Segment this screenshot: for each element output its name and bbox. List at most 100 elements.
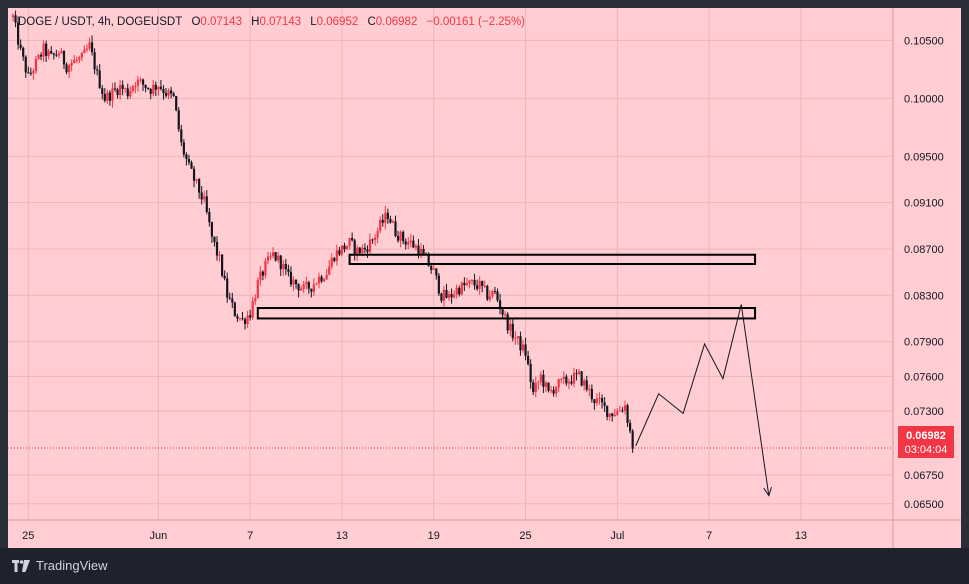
candle-body xyxy=(34,58,38,72)
candle-body xyxy=(223,275,226,279)
candle-body xyxy=(149,88,152,94)
price-chart[interactable]: 0.10500 0.10000 0.09500 0.09100 0.08700 0.083… xyxy=(8,8,961,548)
candle-body xyxy=(164,93,168,96)
candle-body xyxy=(442,289,446,301)
candle-body xyxy=(368,239,372,252)
candle-body xyxy=(430,265,433,270)
candle-body xyxy=(384,212,387,223)
candle-body xyxy=(300,288,303,291)
candle-body xyxy=(60,50,63,54)
candle-body xyxy=(289,271,293,285)
candle-body xyxy=(254,298,257,302)
candle-body xyxy=(310,288,313,292)
candle-body xyxy=(233,302,236,317)
candle-body xyxy=(575,372,578,374)
candle-body xyxy=(215,241,219,256)
projection-line xyxy=(635,304,770,496)
candle-body xyxy=(565,376,568,384)
candle-body xyxy=(465,283,468,286)
candle-body xyxy=(404,241,407,245)
candle-body xyxy=(435,268,438,276)
candle-body xyxy=(358,247,361,254)
candle-body xyxy=(294,279,298,285)
candle-body xyxy=(52,53,55,55)
candle-body xyxy=(236,316,239,319)
candle-body xyxy=(129,90,132,97)
projection xyxy=(635,304,773,497)
symbol-label: DOGE / USDT, 4h, DOGEUSDT xyxy=(18,16,183,28)
candle-body xyxy=(547,382,550,391)
x-tick-label: 7 xyxy=(706,530,712,542)
x-tick-label: Jul xyxy=(610,530,624,542)
candle-body xyxy=(136,79,140,86)
candle-body xyxy=(623,405,627,411)
candle-body xyxy=(141,79,145,85)
price-axis[interactable]: 0.10500 0.10000 0.09500 0.09100 0.08700 0.083… xyxy=(904,35,944,510)
tradingview-logo[interactable]: TradingView xyxy=(12,558,108,573)
candle-body xyxy=(521,344,525,351)
candle-body xyxy=(552,390,555,394)
low-value: 0.06952 xyxy=(316,16,359,28)
candle-body xyxy=(228,297,231,299)
footer-bar: TradingView xyxy=(0,548,969,584)
x-tick-label: 13 xyxy=(336,530,348,542)
candle-body xyxy=(343,245,346,250)
candle-body xyxy=(366,249,369,252)
candle-body xyxy=(170,90,173,94)
candle-body xyxy=(37,54,40,59)
candle-body xyxy=(55,54,58,56)
open-label: O xyxy=(191,16,201,28)
candle-body xyxy=(445,289,448,298)
zone-rectangle xyxy=(256,307,757,320)
close-label: C xyxy=(367,16,376,28)
candle-body xyxy=(616,410,619,415)
candle-body xyxy=(317,276,321,284)
candle-body xyxy=(279,255,282,270)
candle-body xyxy=(580,371,583,386)
candle-body xyxy=(437,275,440,294)
candle-body xyxy=(297,284,300,291)
candle-body xyxy=(603,402,606,406)
candle-body xyxy=(274,252,277,261)
x-tick-label: 19 xyxy=(428,530,440,542)
x-tick-label: Jun xyxy=(149,530,167,542)
candle-body xyxy=(501,309,504,315)
candle-body xyxy=(284,263,287,270)
candle-body xyxy=(103,93,106,101)
candles xyxy=(11,10,634,453)
candle-body xyxy=(266,256,270,261)
candle-body xyxy=(62,50,66,65)
candle-body xyxy=(152,84,155,94)
candle-body xyxy=(422,248,425,254)
candle-body xyxy=(611,413,614,417)
candle-body xyxy=(595,398,599,404)
candle-body xyxy=(529,364,532,383)
projection-arrowhead xyxy=(763,486,773,497)
candle-body xyxy=(460,282,463,295)
candle-body xyxy=(338,250,341,255)
candle-body xyxy=(376,230,379,238)
candle-body xyxy=(402,231,405,242)
zone-rectangle xyxy=(348,253,757,266)
candle-body xyxy=(509,323,512,331)
candle-body xyxy=(246,315,249,324)
candle-body xyxy=(476,285,479,289)
time-axis[interactable]: 25 Jun 7 13 19 25 Jul 7 13 xyxy=(22,530,807,542)
high-label: H xyxy=(251,16,260,28)
candle-body xyxy=(111,88,114,101)
y-tick-label: 0.09500 xyxy=(904,151,944,163)
candle-body xyxy=(600,398,604,403)
candle-body xyxy=(42,43,45,57)
candle-body xyxy=(572,372,576,384)
candle-body xyxy=(396,236,400,241)
current-price-countdown: 03:04:04 xyxy=(905,444,948,456)
candle-body xyxy=(325,274,328,280)
candle-body xyxy=(96,69,99,71)
close-value: 0.06982 xyxy=(375,16,418,28)
candle-body xyxy=(414,245,417,248)
candle-body xyxy=(549,390,553,392)
candle-body xyxy=(106,92,109,101)
candle-body xyxy=(131,86,134,91)
candle-body xyxy=(539,374,542,382)
candle-body xyxy=(463,282,466,286)
